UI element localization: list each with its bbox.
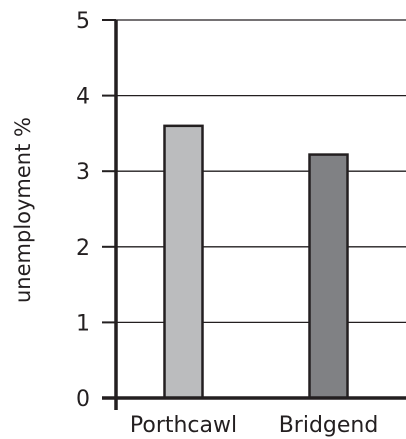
- y-tick-labels: 0 1 2 3 4 5: [76, 9, 90, 412]
- bar-porthcawl: [163, 124, 204, 400]
- y-tick-label: 2: [76, 236, 90, 261]
- y-tick-label: 4: [76, 85, 90, 110]
- x-category-labels: Porthcawl Bridgend: [130, 413, 378, 438]
- y-tick-label: 5: [76, 9, 90, 34]
- y-tick-label: 0: [76, 387, 90, 412]
- x-category-label: Bridgend: [279, 413, 379, 438]
- y-axis-title: unemployment %: [11, 117, 35, 303]
- axes: [102, 19, 406, 410]
- y-tick-label: 1: [76, 311, 90, 336]
- y-tick-label: 3: [76, 160, 90, 185]
- bars: [163, 124, 349, 400]
- x-category-label: Porthcawl: [130, 413, 237, 438]
- gridlines: [116, 19, 406, 324]
- bar-bridgend: [308, 153, 349, 400]
